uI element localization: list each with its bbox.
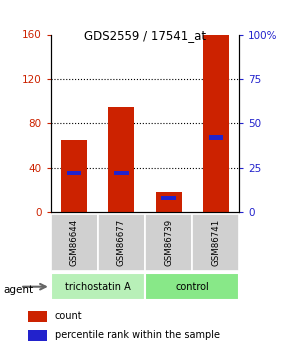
Bar: [28, 311, 47, 322]
Text: GSM86644: GSM86644: [70, 219, 79, 266]
Bar: [203, 34, 229, 212]
Bar: [67, 171, 81, 175]
Bar: [98, 214, 145, 271]
Bar: [209, 135, 223, 140]
Text: count: count: [55, 312, 82, 322]
Bar: [192, 214, 239, 271]
Bar: [156, 192, 182, 212]
Text: GDS2559 / 17541_at: GDS2559 / 17541_at: [84, 29, 206, 42]
Bar: [162, 196, 176, 200]
Text: GSM86739: GSM86739: [164, 219, 173, 266]
Text: control: control: [175, 282, 209, 292]
Text: GSM86677: GSM86677: [117, 219, 126, 266]
Bar: [28, 330, 47, 341]
Bar: [108, 107, 134, 212]
Bar: [145, 273, 239, 300]
Text: agent: agent: [3, 286, 33, 295]
Bar: [51, 214, 98, 271]
Text: trichostatin A: trichostatin A: [65, 282, 131, 292]
Text: GSM86741: GSM86741: [211, 219, 220, 266]
Bar: [114, 171, 128, 175]
Text: percentile rank within the sample: percentile rank within the sample: [55, 331, 220, 341]
Bar: [51, 273, 145, 300]
Bar: [145, 214, 192, 271]
Bar: [61, 140, 87, 212]
